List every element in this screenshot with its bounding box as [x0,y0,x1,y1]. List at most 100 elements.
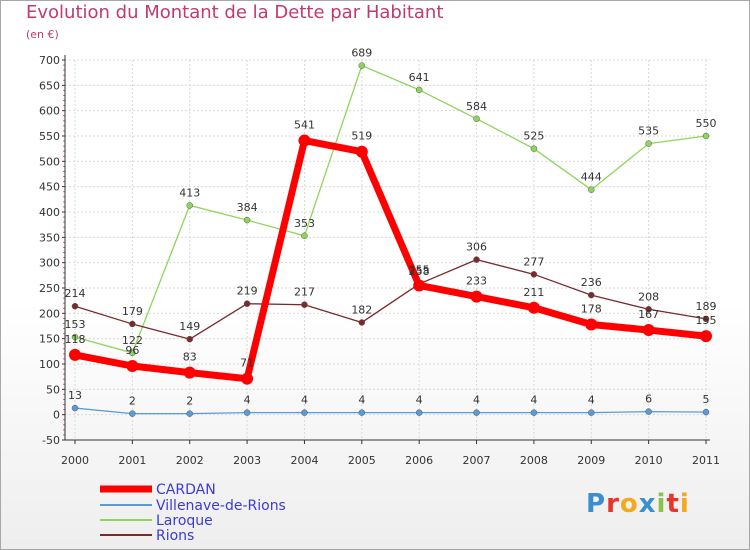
data-label-rions: 149 [179,320,200,333]
data-label-cardan: 233 [466,275,487,288]
data-point-laroque [186,202,193,209]
data-point-laroque [71,333,79,341]
data-point-laroque [243,216,251,224]
x-tick-label: 2005 [348,454,376,467]
data-point-rions [588,291,595,299]
data-label-villenave-de-rions: 4 [416,394,423,407]
logo-letter: t [666,489,680,519]
logo-letter: i [679,489,690,519]
logo-letter: o [619,489,639,519]
series-line-laroque [74,64,707,354]
logo-letter: P [586,489,607,519]
y-tick-label: 300 [39,257,60,270]
series-line-villenave-de-rions [74,407,707,415]
y-tick-label: 50 [46,383,60,396]
data-point-rions [129,320,136,328]
data-label-laroque: 550 [696,117,717,130]
data-label-rions: 219 [237,285,258,298]
y-tick-label: 100 [39,358,60,371]
y-tick-label: 150 [39,333,60,346]
data-point-cardan [298,134,311,147]
data-point-villenave-de-rions [645,408,652,415]
data-label-cardan: 519 [351,130,372,143]
x-tick-label: 2002 [176,454,204,467]
data-label-rions: 236 [581,276,602,289]
y-tick-label: -50 [42,434,60,447]
data-label-rions: 179 [122,305,143,318]
data-point-cardan [413,279,426,292]
y-tick-label: 450 [39,181,60,194]
x-tick-label: 2009 [577,454,605,467]
data-label-cardan: 96 [125,344,139,357]
data-point-cardan [700,330,712,343]
data-point-villenave-de-rions [473,409,480,416]
data-point-villenave-de-rions [186,410,193,417]
data-point-rions [243,300,251,307]
data-label-laroque: 525 [523,130,544,143]
y-tick-label: 0 [53,409,60,422]
data-label-cardan: 118 [65,333,86,346]
y-tick-label: 500 [39,155,60,168]
data-point-villenave-de-rions [243,409,251,416]
legend-label-laroque: Laroque [156,513,213,529]
data-point-villenave-de-rions [71,404,79,412]
chart-subtitle: (en €) [26,28,59,41]
data-label-rions: 189 [696,300,717,313]
data-label-villenave-de-rions: 4 [530,394,537,407]
data-label-cardan: 178 [581,302,602,315]
x-tick-label: 2007 [463,454,491,467]
data-point-cardan [69,348,81,361]
x-tick-label: 2006 [405,454,433,467]
y-tick-label: 200 [39,307,60,320]
series-layer [69,62,712,417]
data-label-cardan: 255 [409,263,430,276]
logo-letter: i [656,489,667,519]
data-label-rions: 182 [351,303,372,316]
data-label-rions: 306 [466,241,487,254]
legend-label-rions: Rions [156,528,194,544]
y-tick-label: 700 [39,54,60,67]
data-label-laroque: 689 [351,47,372,60]
data-label-laroque: 384 [237,201,258,214]
data-label-villenave-de-rions: 4 [588,394,595,407]
data-point-rions [358,319,366,326]
data-point-rions [301,301,308,308]
series-line-cardan [74,137,707,383]
data-point-rions [702,315,710,323]
data-point-villenave-de-rions [301,409,308,416]
data-label-cardan: 83 [183,351,197,364]
data-point-laroque [645,140,652,147]
data-point-cardan [355,145,368,158]
data-point-laroque [301,232,308,240]
data-point-laroque [129,349,136,357]
data-point-laroque [588,186,595,193]
data-label-laroque: 444 [581,171,602,184]
data-label-villenave-de-rions: 4 [244,394,251,407]
x-tick-label: 2000 [61,454,89,467]
x-tick-label: 2003 [233,454,261,467]
data-label-villenave-de-rions: 6 [645,393,652,406]
data-label-cardan: 71 [240,357,254,370]
data-label-cardan: 541 [294,119,315,132]
data-point-villenave-de-rions [530,409,538,416]
data-point-laroque [358,62,366,69]
x-tick-label: 2001 [118,454,146,467]
data-label-rions: 214 [65,287,86,300]
x-tick-label: 2004 [290,454,318,467]
data-label-rions: 258 [409,265,430,278]
data-label-villenave-de-rions: 5 [703,393,710,406]
data-point-rions [186,335,193,343]
axes: -50 0 50 100 150 200 250 300 350 400 450 500 550 600 6… [39,54,720,467]
logo-letter: r [606,489,620,519]
data-label-cardan: 167 [638,308,659,321]
data-point-rions [473,256,480,263]
data-label-rions: 208 [638,290,659,303]
data-point-cardan [585,318,598,331]
data-point-cardan [527,301,540,314]
data-point-rions [645,306,652,313]
data-label-rions: 217 [294,286,315,299]
data-point-cardan [642,324,655,337]
y-tick-label: 350 [39,231,60,244]
